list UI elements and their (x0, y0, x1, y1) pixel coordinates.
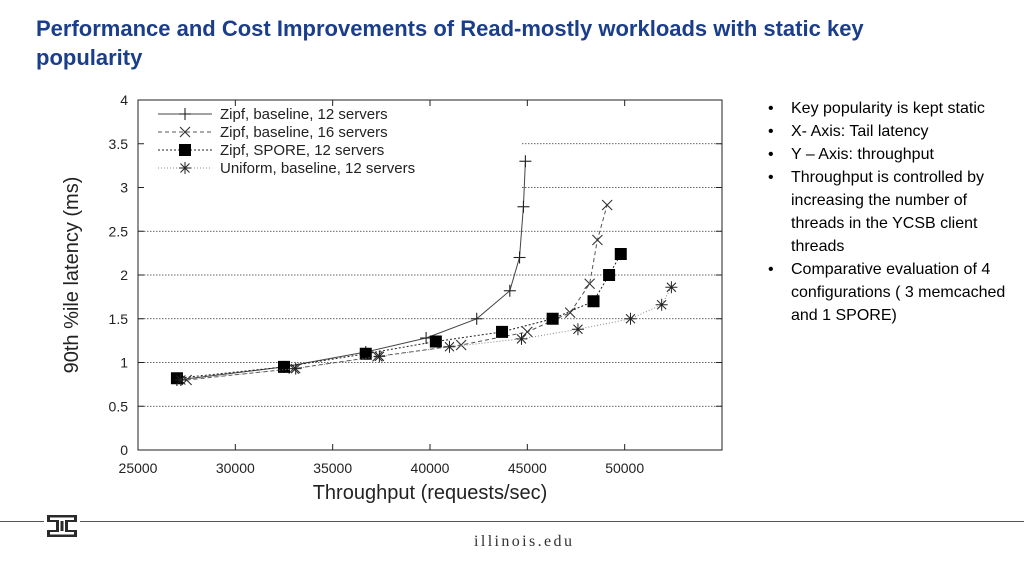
data-point (624, 312, 637, 325)
legend-item: Zipf, baseline, 12 servers (158, 106, 388, 123)
data-point (278, 360, 290, 373)
legend-marker (179, 108, 191, 120)
bullet-item: Y – Axis: throughput (766, 143, 1012, 166)
bullet-item: Key popularity is kept static (766, 97, 1012, 120)
data-point (546, 312, 559, 325)
data-point (289, 362, 302, 375)
data-point (359, 347, 372, 360)
series-group (170, 155, 678, 386)
data-point (513, 251, 526, 264)
legend-marker (179, 144, 191, 156)
legend-label: Uniform, baseline, 12 servers (220, 160, 415, 177)
data-point (564, 307, 576, 319)
data-point (665, 281, 678, 294)
legend-item: Zipf, baseline, 16 servers (158, 124, 388, 141)
data-point (519, 155, 532, 168)
data-point (592, 234, 603, 246)
data-point (603, 269, 616, 281)
data-point (521, 326, 533, 338)
x-tick-label: 45000 (508, 460, 547, 476)
x-tick-label: 40000 (411, 460, 450, 476)
footer-divider (0, 521, 1024, 522)
legend-label: Zipf, baseline, 16 servers (220, 124, 388, 141)
y-tick-label: 0 (120, 442, 128, 458)
latency-throughput-chart: 0 0.5 1 1.5 2 2.5 3 3.5 4 25000 30000 35000 40000 450… (61, 92, 723, 504)
data-point (614, 248, 627, 260)
data-point (503, 284, 516, 297)
y-tick-label: 3 (120, 180, 128, 196)
bullet-item: X- Axis: Tail latency (766, 120, 1012, 143)
y-tick-label: 4 (120, 92, 128, 108)
x-tick-label: 50000 (605, 460, 644, 476)
data-point (584, 278, 596, 290)
legend-label: Zipf, SPORE, 12 servers (220, 142, 384, 159)
series-1 (181, 199, 613, 386)
x-axis-label: Throughput (requests/sec) (313, 482, 548, 504)
data-point (496, 325, 509, 338)
y-tick-label: 2.5 (109, 223, 129, 239)
x-tick-label: 30000 (216, 460, 255, 476)
series-2 (170, 248, 627, 385)
bullet-item: Throughput is controlled by increasing t… (766, 166, 1012, 258)
data-point (470, 312, 483, 325)
series-line (176, 161, 526, 381)
legend-item: Uniform, baseline, 12 servers (158, 160, 415, 177)
data-point (373, 350, 386, 363)
data-point (655, 298, 668, 311)
data-point (601, 199, 613, 211)
axis-ticks: 0 0.5 1 1.5 2 2.5 3 3.5 4 25000 30000 35000 40000 450… (109, 92, 722, 476)
data-point (517, 200, 530, 213)
data-point (587, 295, 600, 308)
legend-label: Zipf, baseline, 12 servers (220, 106, 388, 123)
data-point (174, 374, 187, 386)
x-tick-label: 35000 (313, 460, 352, 476)
y-tick-label: 1 (120, 355, 128, 371)
y-tick-label: 2 (120, 267, 128, 283)
data-point (571, 323, 584, 336)
data-point (455, 339, 467, 351)
y-tick-label: 1.5 (109, 311, 129, 327)
series-0 (170, 155, 532, 386)
data-point (515, 332, 528, 345)
series-3 (174, 281, 678, 386)
data-point (429, 335, 442, 348)
y-tick-label: 3.5 (109, 136, 129, 152)
footer-url: illinois.edu (474, 533, 575, 550)
illinois-block-i-logo-icon (44, 513, 80, 539)
grid-lines (138, 143, 722, 407)
legend-item: Zipf, SPORE, 12 servers (158, 142, 384, 159)
x-tick-label: 25000 (119, 460, 158, 476)
bullet-item: Comparative evaluation of 4 configuratio… (766, 258, 1012, 327)
legend-marker (179, 162, 191, 174)
legend-marker (179, 126, 191, 138)
bullet-list: Key popularity is kept static X- Axis: T… (766, 97, 1012, 327)
y-tick-label: 0.5 (109, 398, 129, 414)
data-point (443, 340, 456, 353)
y-axis-label: 90th %ile latency (ms) (61, 177, 83, 374)
slide-title: Performance and Cost Improvements of Rea… (36, 16, 864, 70)
